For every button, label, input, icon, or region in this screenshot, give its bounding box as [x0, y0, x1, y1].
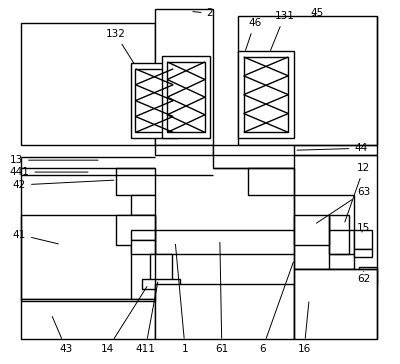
Text: 1: 1 — [176, 244, 188, 354]
Bar — [155, 230, 329, 254]
Text: 13: 13 — [10, 155, 98, 165]
Bar — [354, 249, 372, 257]
Bar — [329, 215, 349, 254]
Bar — [136, 69, 173, 132]
Bar — [130, 63, 178, 138]
Bar — [130, 230, 155, 240]
Bar — [130, 195, 155, 215]
Text: 42: 42 — [13, 180, 114, 190]
Text: 41: 41 — [13, 230, 58, 244]
Bar — [130, 240, 155, 254]
Bar — [130, 245, 155, 299]
Bar — [294, 215, 329, 245]
Bar — [354, 230, 372, 249]
Text: 411: 411 — [136, 282, 158, 354]
Bar — [142, 279, 180, 289]
Bar — [116, 168, 155, 195]
Text: 441: 441 — [10, 167, 88, 177]
Bar — [155, 145, 213, 155]
Bar — [150, 254, 172, 284]
Bar — [238, 51, 294, 138]
Bar — [213, 145, 294, 168]
Bar — [21, 23, 155, 145]
Bar — [155, 284, 294, 339]
Bar — [21, 215, 155, 299]
Text: 15: 15 — [357, 223, 370, 233]
Text: 132: 132 — [106, 29, 134, 64]
Text: 43: 43 — [52, 317, 73, 354]
Text: 44: 44 — [297, 143, 367, 153]
Bar — [359, 267, 377, 285]
Text: 45: 45 — [310, 8, 324, 18]
Bar — [155, 9, 213, 145]
Text: 131: 131 — [270, 11, 294, 51]
Text: 16: 16 — [298, 302, 311, 354]
Bar — [244, 57, 288, 132]
Text: 63: 63 — [316, 187, 370, 223]
Text: 46: 46 — [246, 18, 261, 50]
Text: 14: 14 — [101, 286, 147, 354]
Text: 61: 61 — [215, 242, 228, 354]
Text: 62: 62 — [357, 271, 370, 284]
Text: 12: 12 — [345, 163, 370, 222]
Text: 6: 6 — [259, 262, 293, 354]
Bar — [167, 62, 205, 132]
Bar — [294, 269, 377, 339]
Text: 2: 2 — [193, 8, 213, 18]
Bar — [116, 215, 155, 245]
Bar — [162, 56, 210, 138]
Bar — [294, 195, 354, 269]
Bar — [248, 168, 294, 195]
Bar — [238, 16, 377, 145]
Bar — [21, 299, 155, 339]
